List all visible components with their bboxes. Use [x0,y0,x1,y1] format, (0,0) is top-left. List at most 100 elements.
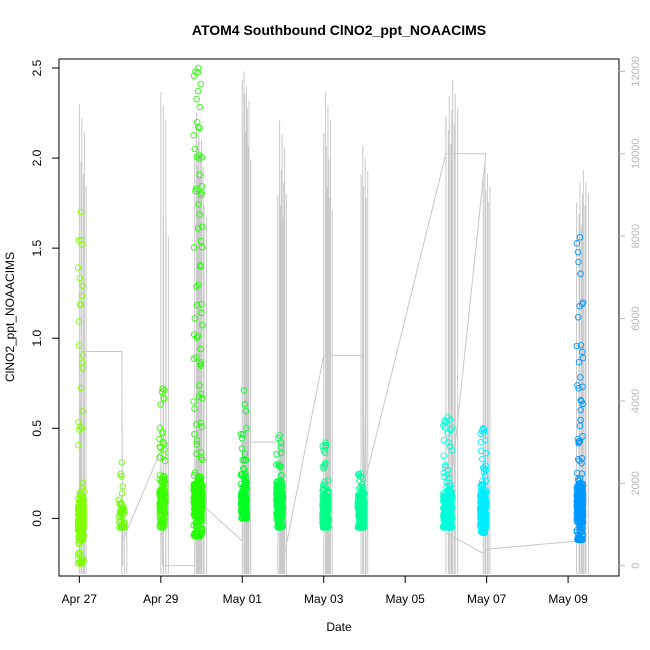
data-point [119,483,127,490]
data-point [576,536,584,544]
data-point [199,321,206,329]
data-point [79,364,86,372]
data-point [198,309,205,317]
data-point [75,342,83,349]
data-point [575,358,583,366]
data-point [240,464,247,472]
data-point [441,424,449,431]
data-point [354,496,362,503]
data-point [158,388,166,396]
data-point [321,478,328,485]
y-axis-label: ClNO2_ppt_NOAACIMS [3,252,17,382]
data-point [577,485,584,493]
data-point [198,300,205,308]
data-point [196,124,203,132]
data-point [78,484,86,492]
data-point [576,502,584,509]
data-point [197,191,205,199]
data-point [273,487,281,494]
data-point [359,494,366,502]
data-point [576,302,583,310]
data-points [74,64,587,567]
data-point [160,395,168,402]
data-point [76,549,84,557]
data-point [477,447,485,455]
data-point [481,496,488,504]
data-point [77,384,85,392]
data-point [242,492,250,499]
data-point [197,345,205,353]
data-point [115,513,123,521]
data-point [276,432,283,439]
data-point [574,248,582,256]
data-point [355,524,363,531]
data-point [157,478,165,486]
data-point [242,478,250,485]
data-point [75,551,82,558]
data-point [443,417,450,425]
data-point [241,450,249,457]
data-point [75,418,82,426]
data-point [78,241,86,248]
data-point [74,264,82,271]
data-point [159,490,167,497]
x-tick-label: May 03 [304,592,344,606]
data-point [194,64,202,72]
data-point [359,516,366,523]
data-point [159,429,166,436]
data-point [575,258,582,266]
data-point [77,497,85,504]
data-point [78,508,85,516]
data-point [191,507,199,515]
data-point [197,362,204,369]
data-point [76,274,84,282]
data-point [190,72,198,79]
data-point [159,524,166,531]
data-point [322,441,330,449]
data-point [440,452,447,459]
data-point [79,479,87,487]
x-tick-label: May 01 [223,592,263,606]
data-point [479,501,487,509]
data-point [445,439,452,446]
data-point [240,466,248,473]
data-point [478,481,486,488]
data-point [196,519,203,526]
data-point [278,496,285,503]
data-point [196,103,203,111]
data-point [76,515,84,523]
data-point [76,492,84,500]
data-point [193,508,200,516]
data-point [118,524,126,531]
data-point [479,425,487,432]
data-point [319,482,327,489]
data-point [199,395,206,402]
data-point [197,237,205,245]
data-point [577,406,584,414]
data-point [579,354,587,362]
data-point [78,518,85,526]
data-point [578,459,585,467]
axes: Apr 27 Apr 29 May 01 May 03 May 05 May 07 May … [30,56,642,606]
data-point [161,508,169,516]
data-point [157,401,164,408]
data-point [77,560,85,567]
x-axis-label: Date [326,620,352,634]
data-point [320,494,328,502]
data-point [197,263,204,270]
data-point [197,419,205,427]
data-point [239,431,247,438]
data-point [574,313,582,321]
data-point [193,95,200,103]
data-point [194,225,202,232]
data-point [75,540,83,548]
altitude-series [78,71,589,574]
data-point [199,481,206,489]
data-point [191,145,199,153]
y2-tick-label: 8000 [630,224,642,248]
data-point [447,515,454,523]
data-point [192,519,199,527]
data-point [357,470,365,477]
data-point [447,426,455,434]
